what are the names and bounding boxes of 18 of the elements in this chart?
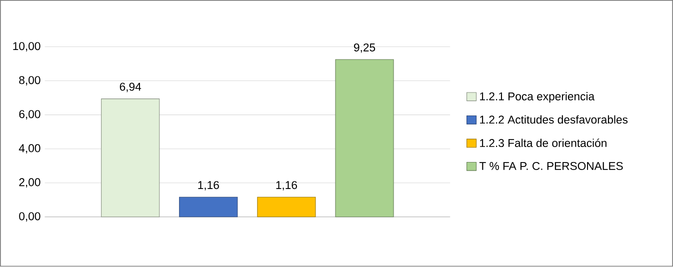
y-tick-label: 6,00 xyxy=(19,110,40,120)
y-tick-label: 0,00 xyxy=(19,212,40,222)
y-tick-label: 8,00 xyxy=(19,76,40,86)
bar xyxy=(101,98,160,218)
legend-label: 1.2.2 Actitudes desfavorables xyxy=(480,115,628,124)
legend-label: T % FA P. C. PERSONALES xyxy=(479,162,623,170)
bar xyxy=(335,59,394,218)
data-label: 1,16 xyxy=(198,181,219,191)
data-label: 9,25 xyxy=(354,44,376,53)
y-tick-label: 4,00 xyxy=(18,144,40,154)
y-tick-label: 2,00 xyxy=(19,178,40,188)
data-label: 6,94 xyxy=(120,82,142,92)
data-label: 1,16 xyxy=(276,181,298,191)
legend-label: 1.2.1 Poca experiencia xyxy=(480,92,595,103)
bar xyxy=(257,197,316,218)
bar xyxy=(179,197,238,218)
legend-label: 1.2.3 Falta de orientación xyxy=(480,138,606,148)
y-tick-label: 10,00 xyxy=(13,42,40,52)
